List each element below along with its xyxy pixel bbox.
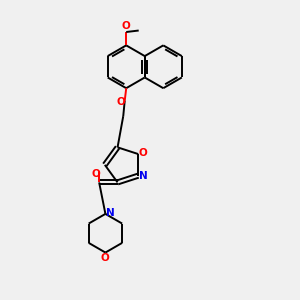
Text: O: O: [91, 169, 100, 179]
Text: N: N: [106, 208, 115, 218]
Text: O: O: [122, 20, 130, 31]
Text: O: O: [116, 97, 125, 107]
Text: O: O: [100, 253, 109, 263]
Text: N: N: [139, 171, 147, 181]
Text: O: O: [139, 148, 147, 158]
